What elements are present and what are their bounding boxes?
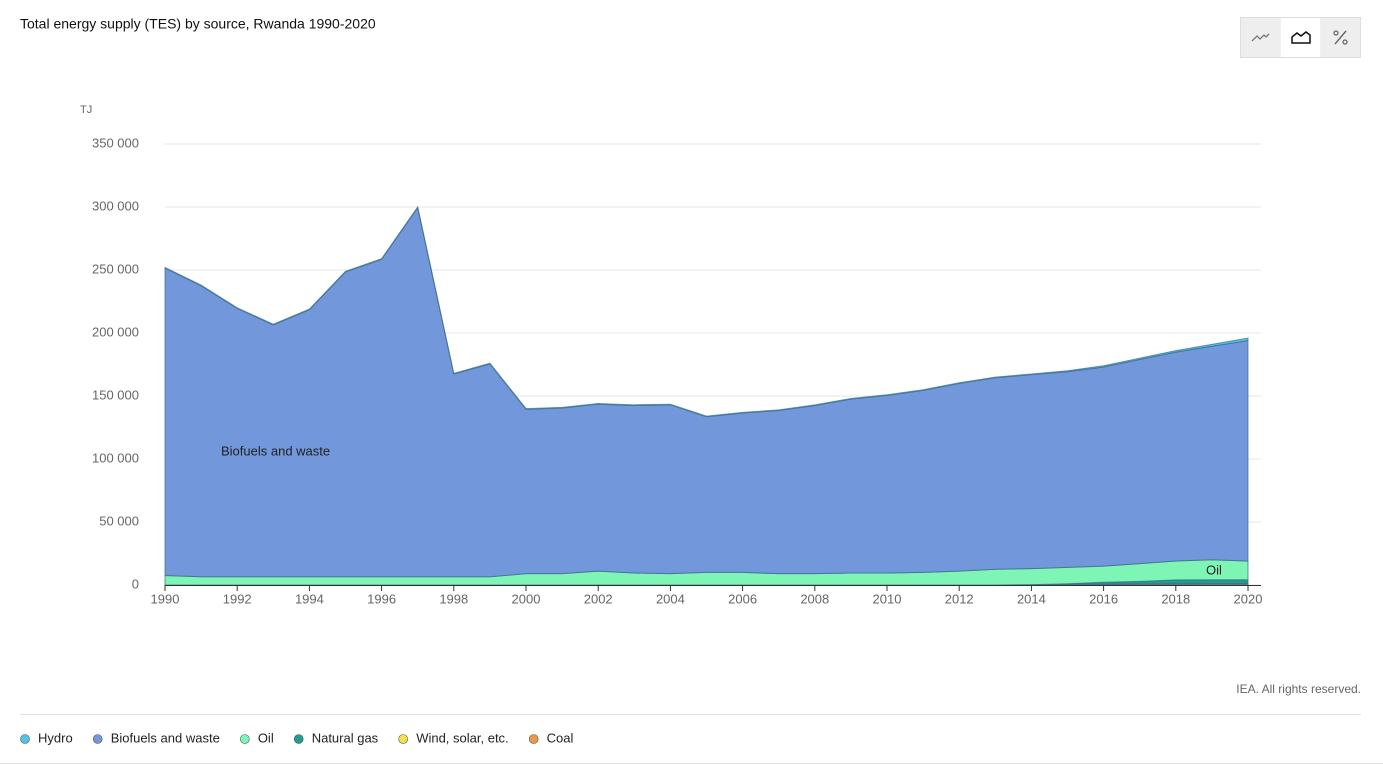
legend-swatch	[528, 734, 539, 744]
legend-swatch	[293, 734, 304, 744]
legend-swatch	[92, 734, 103, 744]
y-tick-label: 200 000	[92, 324, 139, 339]
legend-label: Biofuels and waste	[111, 730, 220, 745]
x-tick-label: 1994	[295, 591, 324, 606]
legend-label: Coal	[547, 730, 574, 745]
x-tick-label: 2018	[1161, 591, 1190, 606]
chart-title: Total energy supply (TES) by source, Rwa…	[20, 16, 376, 32]
y-tick-label: 150 000	[92, 387, 139, 402]
x-tick-label: 1992	[223, 591, 252, 606]
view-toggle	[1240, 17, 1361, 58]
y-tick-label: 350 000	[92, 135, 139, 150]
x-tick-label: 2000	[512, 591, 541, 606]
legend-swatch	[398, 734, 408, 744]
x-tick-label: 2020	[1234, 591, 1263, 606]
x-tick-label: 1998	[439, 591, 468, 606]
area	[164, 205, 1249, 418]
legend-label: Natural gas	[312, 730, 379, 745]
x-tick-label: 1996	[367, 591, 396, 606]
y-tick-label: 300 000	[92, 198, 139, 213]
x-tick-label: 2006	[728, 591, 757, 606]
x-tick-label: 2014	[1017, 591, 1046, 606]
x-tick-label: 2012	[945, 591, 974, 606]
area	[164, 206, 1249, 578]
x-tick-label: 2002	[584, 591, 613, 606]
y-tick-label: 0	[132, 576, 139, 591]
area-view-button[interactable]	[1281, 18, 1320, 57]
legend-swatch	[20, 734, 30, 744]
credit: IEA. All rights reserved.	[1236, 682, 1361, 696]
area-label: Biofuels and waste	[221, 443, 330, 458]
y-tick-label: 250 000	[92, 261, 139, 276]
x-tick-label: 2008	[800, 591, 829, 606]
y-tick-label: 100 000	[92, 450, 139, 465]
line-view-button[interactable]	[1241, 18, 1280, 57]
area-icon	[1291, 31, 1311, 44]
legend-label: Wind, solar, etc.	[416, 730, 508, 745]
x-tick-label: 2016	[1089, 591, 1118, 606]
legend-swatch	[240, 734, 250, 744]
line-icon	[1251, 33, 1270, 42]
x-tick-label: 2004	[656, 591, 685, 606]
y-unit: TJ	[80, 104, 92, 116]
legend-label: Oil	[258, 730, 274, 745]
y-tick-label: 50 000	[99, 513, 139, 528]
x-tick-label: 2010	[873, 591, 902, 606]
percent-icon	[1334, 30, 1347, 45]
percent-icon-dot	[1342, 39, 1348, 45]
area-label: Oil	[1206, 562, 1222, 577]
percent-icon-dot	[1333, 30, 1339, 36]
legend-label: Hydro	[38, 730, 73, 745]
x-tick-label: 1990	[151, 591, 180, 606]
